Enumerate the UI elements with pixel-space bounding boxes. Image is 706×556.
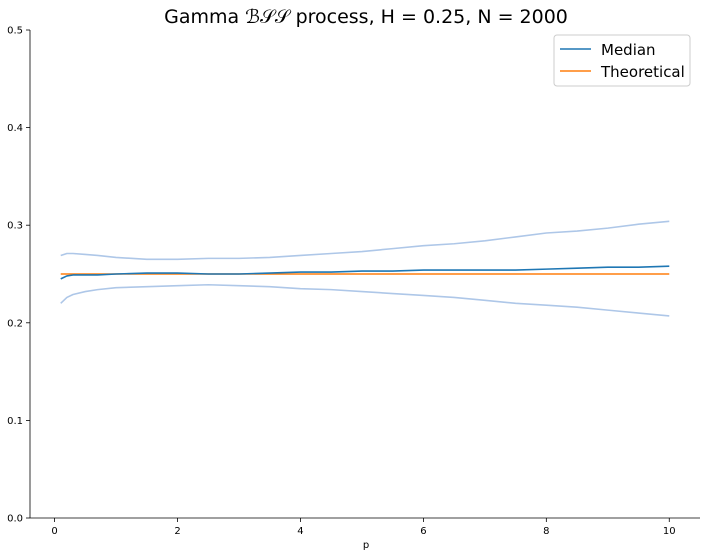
x-tick-label: 4 bbox=[297, 526, 303, 537]
y-tick-label: 0.3 bbox=[7, 221, 23, 232]
legend-label-theoretical: Theoretical bbox=[600, 63, 685, 81]
chart-title: Gamma ℬ𝒮𝒮 process, H = 0.25, N = 2000 bbox=[164, 6, 568, 28]
x-tick-label: 6 bbox=[420, 526, 426, 537]
y-tick-label: 0.4 bbox=[7, 123, 23, 134]
y-ticks: 0.0 0.1 0.2 0.3 0.4 0.5 bbox=[7, 26, 30, 525]
y-tick-label: 0.5 bbox=[7, 26, 23, 37]
x-tick-label: 2 bbox=[174, 526, 180, 537]
x-tick-label: 8 bbox=[543, 526, 549, 537]
legend: Median Theoretical bbox=[553, 34, 691, 87]
legend-box bbox=[553, 34, 691, 87]
x-ticks: 0 2 4 6 8 10 bbox=[51, 518, 676, 537]
series-line-upper-band bbox=[60, 220, 670, 261]
series-group bbox=[60, 220, 670, 317]
axes bbox=[29, 30, 700, 519]
y-tick-label: 0.0 bbox=[7, 514, 23, 525]
y-tick-label: 0.2 bbox=[7, 318, 23, 329]
series-line-median bbox=[60, 265, 670, 280]
legend-label-median: Median bbox=[601, 41, 656, 59]
x-axis-label: p bbox=[363, 540, 369, 551]
x-tick-label: 0 bbox=[51, 526, 57, 537]
series-line-lower-band bbox=[60, 283, 670, 317]
y-tick-label: 0.1 bbox=[7, 416, 23, 427]
x-tick-label: 10 bbox=[663, 526, 676, 537]
